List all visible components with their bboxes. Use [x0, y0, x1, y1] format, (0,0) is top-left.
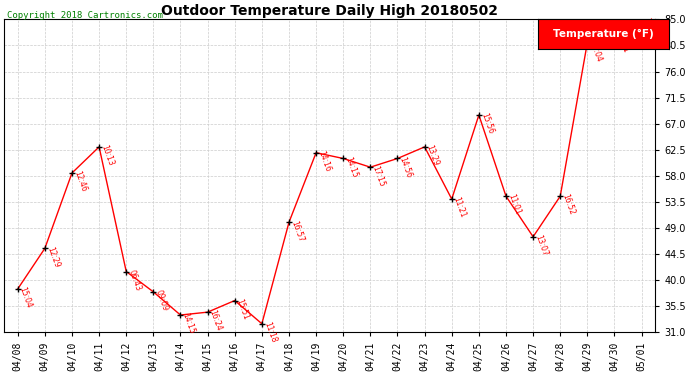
- Text: 20:51: 20:51: [615, 31, 631, 54]
- Text: 11:18: 11:18: [262, 321, 277, 344]
- Text: 09:09: 09:09: [153, 289, 169, 312]
- Text: 14:15: 14:15: [343, 155, 359, 179]
- Text: 06:43: 06:43: [126, 268, 142, 292]
- Title: Outdoor Temperature Daily High 20180502: Outdoor Temperature Daily High 20180502: [161, 4, 498, 18]
- Text: 15:04: 15:04: [18, 286, 34, 309]
- Text: 13:07: 13:07: [533, 234, 549, 257]
- Text: 15:56: 15:56: [479, 112, 495, 135]
- Text: 11:01: 11:01: [506, 193, 522, 216]
- Text: Temperature (°F): Temperature (°F): [553, 29, 654, 39]
- Text: 12:46: 12:46: [72, 170, 88, 194]
- Text: 10:13: 10:13: [99, 144, 115, 167]
- Text: 17:15: 17:15: [371, 164, 386, 188]
- Text: 12:29: 12:29: [45, 245, 61, 268]
- Text: 16:24: 16:24: [208, 309, 224, 333]
- Text: 14:15: 14:15: [181, 312, 197, 336]
- Text: 14:56: 14:56: [397, 155, 413, 179]
- Text: Copyright 2018 Cartronics.com: Copyright 2018 Cartronics.com: [7, 11, 163, 20]
- Text: 17:04: 17:04: [587, 39, 603, 63]
- Text: 10:51: 10:51: [642, 16, 658, 40]
- Text: 16:52: 16:52: [560, 193, 576, 217]
- Text: 14:16: 14:16: [316, 150, 332, 173]
- Text: 11:21: 11:21: [452, 196, 468, 219]
- Text: 13:29: 13:29: [424, 144, 440, 167]
- Text: 16:57: 16:57: [289, 219, 305, 243]
- Text: 15:51: 15:51: [235, 297, 250, 321]
